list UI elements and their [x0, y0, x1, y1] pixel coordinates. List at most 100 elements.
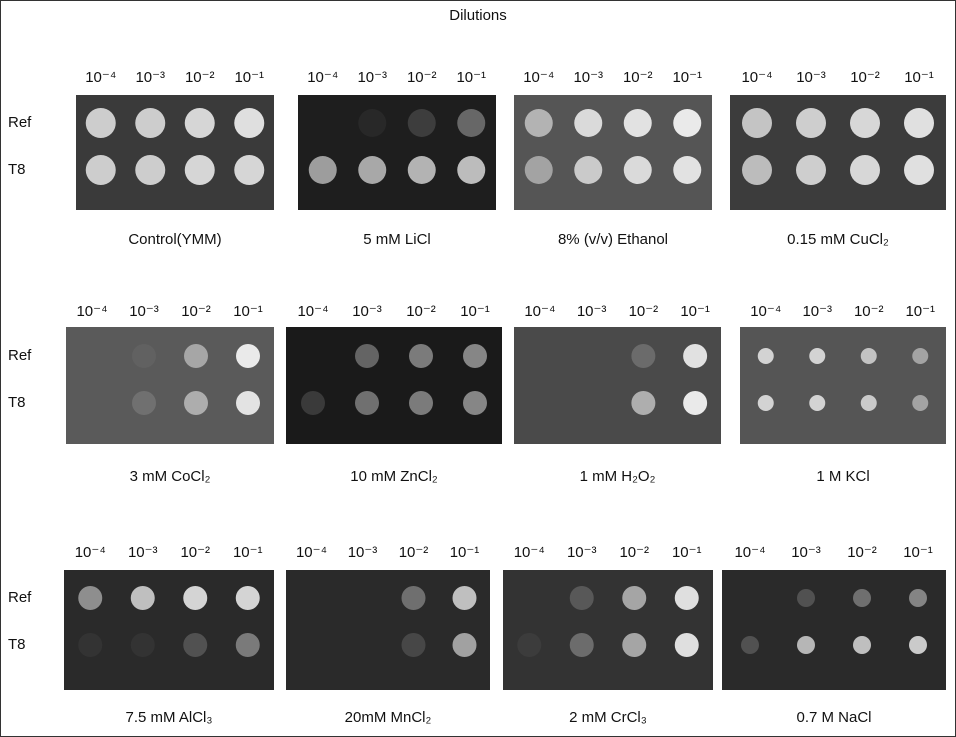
strain-label: T8 [8, 161, 26, 178]
dilution-label: 10⁻¹ [680, 303, 710, 320]
colony-spot [184, 391, 208, 415]
colony-spot [912, 395, 929, 411]
strain-label: T8 [8, 636, 26, 653]
colony-spot [409, 344, 433, 368]
dilution-label: 10⁻⁴ [514, 544, 545, 561]
colony-spot [524, 156, 553, 184]
colony-spot [517, 633, 542, 657]
plate-image [740, 327, 946, 444]
colony-spot [130, 633, 155, 657]
colony-spot [524, 109, 553, 137]
colony-spot [674, 586, 699, 610]
dilution-label: 10⁻² [619, 544, 649, 561]
dilution-label: 10⁻⁴ [297, 303, 328, 320]
dilution-label: 10⁻¹ [450, 544, 480, 561]
colony-spot [183, 586, 208, 610]
colony-spot [809, 348, 826, 364]
colony-spot [809, 395, 826, 411]
colony-spot [407, 109, 436, 137]
dilution-label: 10⁻⁴ [296, 544, 327, 561]
colony-spot [797, 636, 815, 654]
colony-spot [236, 391, 260, 415]
dilution-label: 10⁻⁴ [75, 544, 106, 561]
colony-spot [912, 348, 929, 364]
dilution-label: 10⁻³ [357, 69, 387, 86]
colony-spot [409, 391, 433, 415]
dilution-label: 10⁻³ [567, 544, 597, 561]
condition-caption: 2 mM CrCl₃ [569, 709, 647, 726]
dilution-label: 10⁻⁴ [524, 303, 555, 320]
dilution-label: 10⁻¹ [672, 69, 702, 86]
colony-spot [355, 391, 379, 415]
colony-spot [85, 108, 116, 138]
dilution-label: 10⁻¹ [233, 544, 263, 561]
colony-spot [904, 155, 934, 185]
plate-image [66, 327, 274, 444]
dilution-label: 10⁻² [847, 544, 877, 561]
dilution-label: 10⁻¹ [903, 544, 933, 561]
dilution-label: 10⁻² [854, 303, 884, 320]
colony-spot [757, 348, 774, 364]
plate-image [514, 327, 721, 444]
colony-spot [904, 108, 934, 138]
colony-spot [622, 586, 647, 610]
plate-image [298, 95, 496, 210]
dilution-label: 10⁻⁴ [750, 303, 781, 320]
colony-spot [236, 344, 260, 368]
dilution-label: 10⁻⁴ [734, 544, 765, 561]
colony-spot [78, 586, 103, 610]
dilution-label: 10⁻³ [802, 303, 832, 320]
colony-spot [683, 391, 708, 415]
dilution-label: 10⁻² [185, 69, 215, 86]
condition-caption: 0.15 mM CuCl₂ [787, 231, 889, 248]
colony-spot [85, 155, 116, 185]
colony-spot [457, 109, 486, 137]
colony-spot [796, 108, 826, 138]
dilution-label: 10⁻³ [573, 69, 603, 86]
dilution-label: 10⁻³ [128, 544, 158, 561]
dilution-label: 10⁻³ [352, 303, 382, 320]
dilution-label: 10⁻¹ [456, 69, 486, 86]
colony-spot [850, 108, 880, 138]
dilution-label: 10⁻⁴ [741, 69, 772, 86]
dilution-label: 10⁻¹ [672, 544, 702, 561]
colony-spot [401, 586, 426, 610]
colony-spot [631, 391, 656, 415]
colony-spot [742, 155, 772, 185]
colony-spot [741, 636, 759, 654]
condition-caption: 5 mM LiCl [363, 231, 431, 248]
colony-spot [358, 109, 387, 137]
colony-spot [132, 344, 156, 368]
strain-label: Ref [8, 589, 32, 606]
colony-spot [235, 633, 260, 657]
dilution-label: 10⁻⁴ [523, 69, 554, 86]
colony-spot [78, 633, 103, 657]
dilution-label: 10⁻² [406, 303, 436, 320]
colony-spot [569, 633, 594, 657]
dilution-label: 10⁻¹ [460, 303, 490, 320]
dilution-label: 10⁻⁴ [307, 69, 338, 86]
colony-spot [796, 155, 826, 185]
dilution-label: 10⁻³ [577, 303, 607, 320]
colony-spot [235, 586, 260, 610]
condition-caption: 0.7 M NaCl [796, 709, 871, 726]
colony-spot [673, 156, 702, 184]
dilution-label: 10⁻³ [791, 544, 821, 561]
colony-spot [407, 156, 436, 184]
colony-spot [757, 395, 774, 411]
condition-caption: Control(YMM) [128, 231, 221, 248]
strain-label: Ref [8, 347, 32, 364]
colony-spot [135, 108, 166, 138]
dilution-label: 10⁻² [407, 69, 437, 86]
colony-spot [183, 633, 208, 657]
colony-spot [355, 344, 379, 368]
colony-spot [569, 586, 594, 610]
colony-spot [463, 344, 487, 368]
plate-image [722, 570, 946, 690]
colony-spot [797, 589, 815, 607]
colony-spot [853, 636, 871, 654]
colony-spot [132, 391, 156, 415]
colony-spot [574, 156, 603, 184]
condition-caption: 20mM MnCl₂ [345, 709, 432, 726]
